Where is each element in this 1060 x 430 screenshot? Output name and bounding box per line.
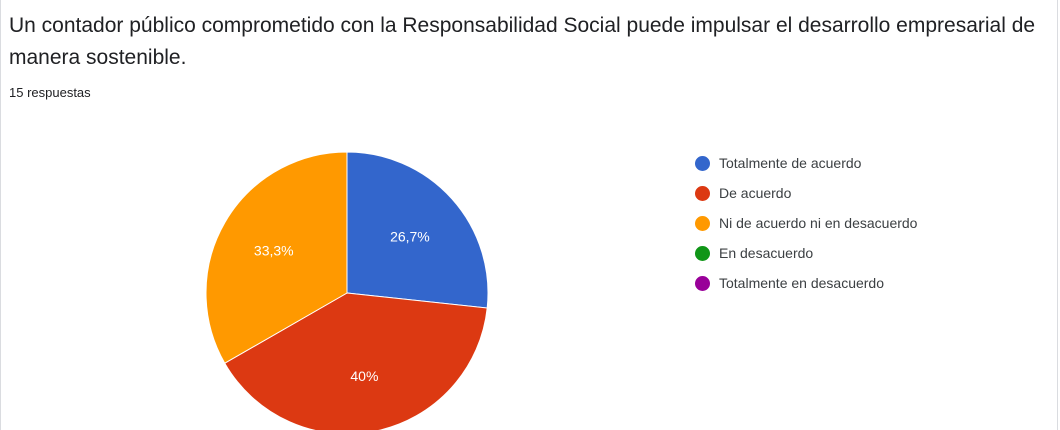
pie-slice[interactable] xyxy=(224,292,488,430)
legend-item[interactable]: En desacuerdo xyxy=(695,238,917,268)
legend-swatch-icon xyxy=(695,185,710,201)
slice-value-label: 33,3% xyxy=(254,243,294,259)
legend-swatch-icon xyxy=(695,245,710,261)
pie-slice[interactable] xyxy=(346,151,489,309)
legend-item[interactable]: Totalmente en desacuerdo xyxy=(695,268,917,298)
legend-label: Totalmente en desacuerdo xyxy=(719,275,884,291)
pie-slice[interactable] xyxy=(205,151,348,364)
chart-legend: Totalmente de acuerdo De acuerdo Ni de a… xyxy=(695,148,917,298)
slice-value-label: 26,7% xyxy=(390,228,430,244)
legend-swatch-icon xyxy=(695,155,710,171)
legend-label: De acuerdo xyxy=(719,185,792,201)
legend-label: En desacuerdo xyxy=(719,245,814,261)
legend-item[interactable]: Ni de acuerdo ni en desacuerdo xyxy=(695,208,917,238)
legend-item[interactable]: De acuerdo xyxy=(695,178,917,208)
legend-label: Totalmente de acuerdo xyxy=(719,155,862,171)
legend-swatch-icon xyxy=(695,215,710,231)
legend-swatch-icon xyxy=(695,275,710,291)
response-count: 15 respuestas xyxy=(9,85,91,100)
legend-label: Ni de acuerdo ni en desacuerdo xyxy=(719,215,918,231)
slice-value-label: 40% xyxy=(350,368,378,384)
question-title: Un contador público comprometido con la … xyxy=(9,14,1036,69)
legend-item[interactable]: Totalmente de acuerdo xyxy=(695,148,917,178)
